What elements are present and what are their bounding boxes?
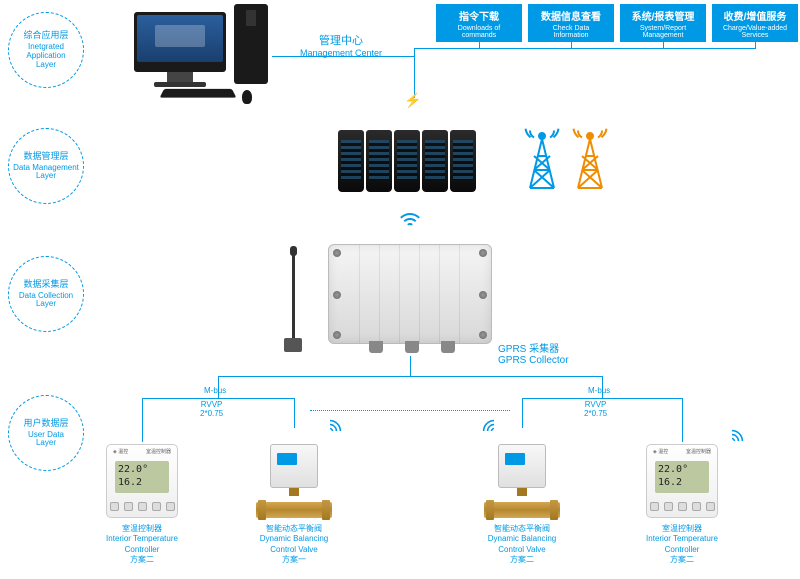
cell-tower-orange-icon — [570, 126, 610, 195]
thermo-t2: 16.2 — [118, 477, 142, 488]
connector — [142, 398, 143, 442]
connector — [522, 398, 682, 399]
valve-1-label: 智能动态平衡阀 Dynamic Balancing Control Valve … — [252, 524, 336, 566]
antenna-icon — [292, 250, 295, 340]
topbox-en: System/Report Management — [626, 25, 700, 39]
gprs-collector-icon — [328, 244, 492, 344]
bus-name: M-bus — [588, 386, 610, 395]
dev-en: Dynamic Balancing Control Valve — [480, 534, 564, 555]
layer-cn: 数据采集层 — [23, 279, 68, 290]
connector — [522, 398, 523, 428]
connector — [294, 398, 295, 428]
connector — [272, 56, 288, 57]
thermo-brand: ◈ 温控 — [113, 448, 128, 455]
dev-plan: 方案二 — [642, 555, 722, 565]
thermostat-1-icon: ◈ 温控 室温控制器 22.0°16.2 — [106, 444, 178, 518]
valve-2-icon — [484, 444, 560, 518]
valve-2-label: 智能动态平衡阀 Dynamic Balancing Control Valve … — [480, 524, 564, 566]
layer-en: User Data Layer — [28, 431, 64, 449]
dev-en: Interior Temperature Controller — [642, 534, 722, 555]
antenna-base-icon — [284, 338, 302, 352]
mgmt-center-label: 管理中心 Management Center — [300, 32, 382, 58]
bus-label-right: M-bus — [588, 386, 610, 395]
thermo-brand: ◈ 温控 — [653, 448, 668, 455]
topbox-en: Charge/Value-added Services — [718, 25, 792, 39]
thermo-t1: 22.0 — [658, 464, 682, 475]
bus-name: M-bus — [204, 386, 226, 395]
gprs-label: GPRS 采集器 GPRS Collector — [498, 340, 569, 366]
wifi-icon — [316, 417, 344, 445]
thermostat-2-icon: ◈ 温控 室温控制器 22.0°16.2 — [646, 444, 718, 518]
mgmt-cn: 管理中心 — [300, 32, 382, 48]
layer-cn: 数据管理层 — [23, 151, 68, 162]
topbox-commands: 指令下载 Downloads of commands — [436, 4, 522, 42]
layer-circle-mgmt: 数据管理层 Data Management Layer — [8, 128, 84, 204]
thermo-1-label: 室温控制器 Interior Temperature Controller 方案… — [102, 524, 182, 566]
dev-plan: 方案二 — [480, 555, 564, 565]
layer-cn: 综合应用层 — [23, 30, 68, 41]
spark-icon: ⚡ — [404, 92, 421, 109]
valve-1-icon — [256, 444, 332, 518]
computer-icon — [134, 12, 226, 87]
dev-cn: 智能动态平衡阀 — [480, 524, 564, 534]
topbox-charge: 收费/增值服务 Charge/Value-added Services — [712, 4, 798, 42]
layer-cn: 用户数据层 — [23, 418, 68, 429]
connector — [414, 48, 756, 49]
topbox-en: Check Data Information — [534, 25, 608, 39]
topbox-cn: 数据信息查看 — [534, 8, 608, 23]
connector — [414, 48, 415, 98]
thermo-brand2: 室温控制器 — [686, 448, 711, 455]
layer-en: Inetgrated Application Layer — [26, 43, 65, 69]
wifi-icon — [718, 427, 746, 455]
connector — [142, 398, 294, 399]
topbox-cn: 指令下载 — [442, 8, 516, 23]
topbox-cn: 系统/报表管理 — [626, 8, 700, 23]
topbox-checkdata: 数据信息查看 Check Data Information — [528, 4, 614, 42]
thermo-t1: 22.0 — [118, 464, 142, 475]
wifi-icon — [480, 417, 508, 445]
dev-cn: 智能动态平衡阀 — [252, 524, 336, 534]
gprs-en: GPRS Collector — [498, 355, 569, 366]
layer-circle-app: 综合应用层 Inetgrated Application Layer — [8, 12, 84, 88]
gprs-cn: GPRS 采集器 — [498, 340, 569, 355]
connector — [288, 56, 414, 57]
connector-dash — [310, 410, 510, 411]
dev-en: Interior Temperature Controller — [102, 534, 182, 555]
servers-icon — [338, 130, 476, 192]
dev-cn: 室温控制器 — [642, 524, 722, 534]
dev-plan: 方案一 — [252, 555, 336, 565]
thermo-t2: 16.2 — [658, 477, 682, 488]
dev-cn: 室温控制器 — [102, 524, 182, 534]
dev-plan: 方案二 — [102, 555, 182, 565]
layer-circle-user: 用户数据层 User Data Layer — [8, 395, 84, 471]
cable-label-left: RVVP 2*0.75 — [200, 400, 223, 418]
bus-label-left: M-bus — [204, 386, 226, 395]
wifi-icon — [396, 216, 424, 238]
thermo-2-label: 室温控制器 Interior Temperature Controller 方案… — [642, 524, 722, 566]
layer-en: Data Collection Layer — [19, 292, 73, 310]
layer-en: Data Management Layer — [13, 164, 79, 182]
topbox-report: 系统/报表管理 System/Report Management — [620, 4, 706, 42]
topbox-cn: 收费/增值服务 — [718, 8, 792, 23]
dev-en: Dynamic Balancing Control Valve — [252, 534, 336, 555]
connector — [682, 398, 683, 442]
cell-tower-blue-icon — [522, 126, 562, 195]
topbox-en: Downloads of commands — [442, 25, 516, 39]
layer-circle-collect: 数据采集层 Data Collection Layer — [8, 256, 84, 332]
connector — [410, 356, 411, 376]
cable-label-right: RVVP 2*0.75 — [584, 400, 607, 418]
connector — [218, 376, 602, 377]
thermo-brand2: 室温控制器 — [146, 448, 171, 455]
